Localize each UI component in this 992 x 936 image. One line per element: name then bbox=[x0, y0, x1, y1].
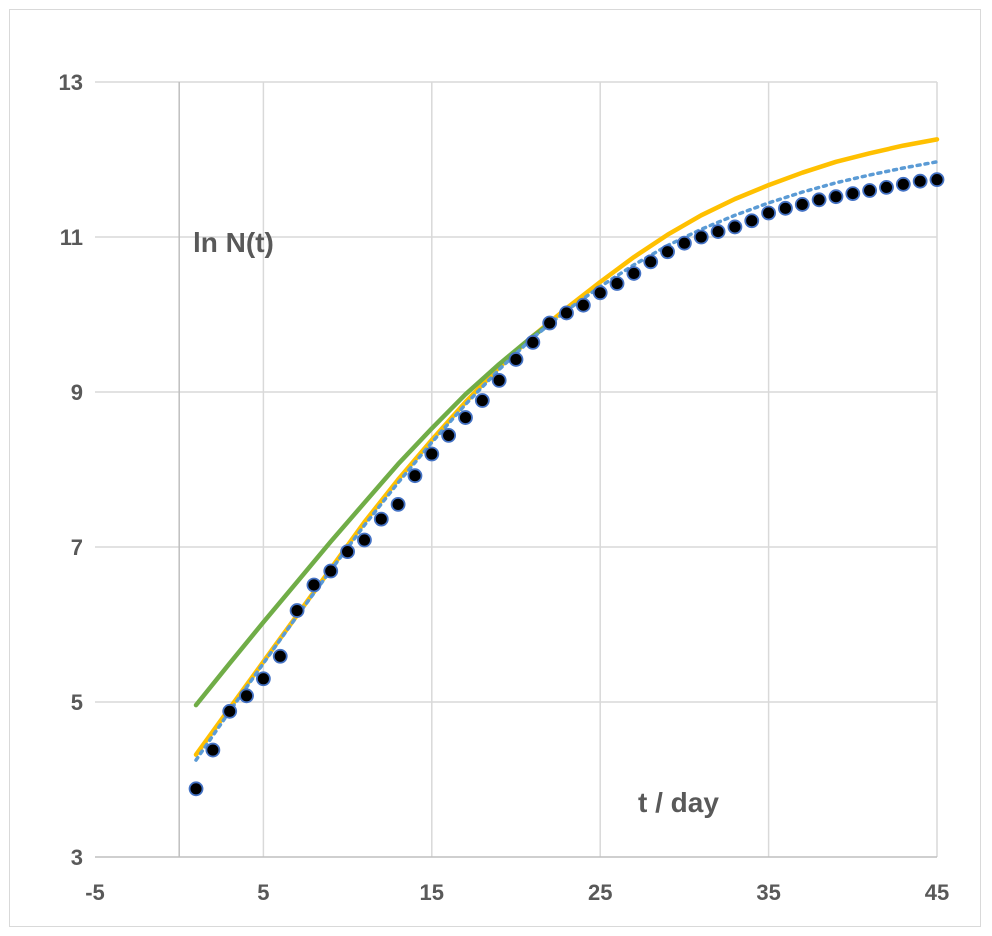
axes bbox=[95, 82, 937, 858]
data-point bbox=[289, 603, 305, 618]
x-tick-label: 5 bbox=[257, 880, 269, 905]
data-point bbox=[727, 219, 743, 235]
data-point bbox=[575, 297, 591, 313]
data-point bbox=[205, 742, 221, 758]
y-tick-label: 5 bbox=[71, 690, 83, 715]
data-point bbox=[458, 410, 473, 425]
y-tick-label: 13 bbox=[59, 70, 83, 95]
data-point bbox=[188, 781, 204, 797]
data-point bbox=[559, 305, 574, 321]
data-point bbox=[373, 511, 389, 527]
data-point bbox=[306, 577, 322, 593]
data-point bbox=[677, 235, 692, 251]
x-tick-label: -5 bbox=[85, 880, 105, 905]
x-tick-label: 25 bbox=[588, 880, 612, 905]
y-tick-label: 11 bbox=[60, 225, 83, 250]
data-point bbox=[862, 183, 878, 198]
data-point bbox=[542, 315, 558, 331]
data-point bbox=[592, 285, 608, 301]
x-tick-label: 45 bbox=[925, 880, 949, 905]
x-tick-label: 15 bbox=[420, 880, 444, 905]
data-point bbox=[929, 172, 945, 188]
data-point bbox=[626, 266, 642, 281]
data-point bbox=[222, 703, 238, 719]
data-point bbox=[340, 544, 356, 560]
data-point bbox=[491, 372, 507, 388]
data-point bbox=[895, 176, 911, 192]
x-tick-label: 35 bbox=[756, 880, 780, 905]
data-point bbox=[323, 563, 339, 579]
fit-line-blue-dotted bbox=[194, 160, 939, 762]
data-point bbox=[357, 532, 372, 548]
data-point bbox=[643, 254, 659, 270]
data-point bbox=[525, 334, 541, 350]
fit-line-green bbox=[193, 321, 552, 708]
data-point bbox=[710, 224, 726, 239]
data-point bbox=[811, 192, 827, 208]
y-tick-label: 7 bbox=[71, 535, 83, 560]
data-point bbox=[407, 468, 423, 484]
chart-frame bbox=[9, 9, 981, 927]
data-point bbox=[912, 173, 928, 189]
data-point bbox=[441, 427, 457, 443]
data-point bbox=[828, 189, 844, 205]
fit-line-orange bbox=[193, 137, 940, 757]
observed-markers bbox=[188, 172, 945, 797]
y-tick-label: 9 bbox=[71, 380, 83, 405]
x-axis-label: t / day bbox=[638, 787, 719, 818]
grid-lines bbox=[95, 81, 938, 857]
data-point bbox=[693, 229, 709, 245]
data-point bbox=[424, 446, 440, 462]
data-point bbox=[660, 244, 675, 260]
y-axis-label: ln N(t) bbox=[193, 227, 274, 258]
data-point bbox=[761, 205, 776, 221]
data-point bbox=[272, 648, 288, 664]
data-point bbox=[390, 496, 406, 512]
data-point bbox=[794, 197, 810, 212]
data-point bbox=[474, 393, 490, 408]
data-point bbox=[508, 352, 524, 367]
y-tick-label: 3 bbox=[71, 845, 83, 870]
series-lines bbox=[193, 137, 940, 762]
data-point bbox=[255, 671, 271, 687]
data-point bbox=[744, 213, 760, 229]
data-point bbox=[879, 179, 894, 195]
data-point bbox=[239, 688, 254, 704]
data-point bbox=[845, 186, 861, 202]
data-point bbox=[609, 276, 625, 291]
data-point bbox=[778, 200, 793, 216]
